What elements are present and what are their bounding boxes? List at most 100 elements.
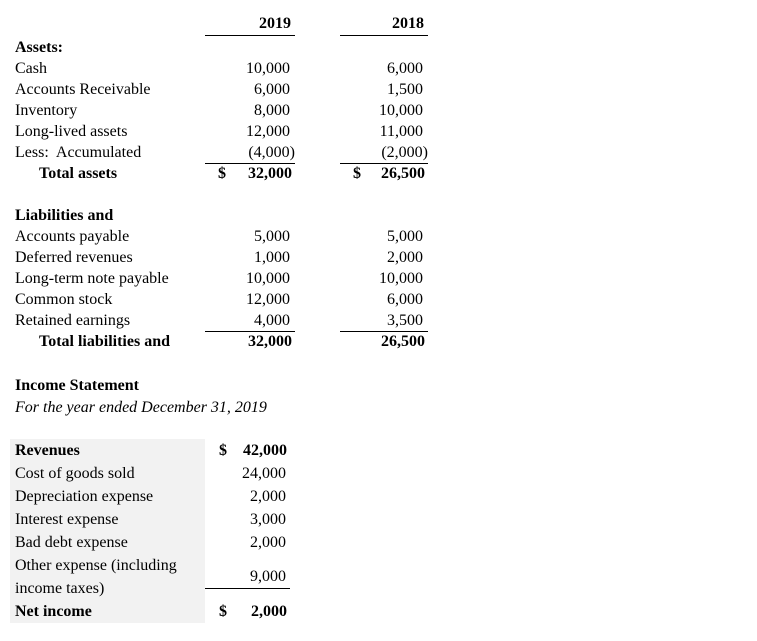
row-label: Total assets [39, 165, 118, 182]
row-label: Long-term note payable [15, 270, 169, 287]
table-row-long-term-note-payable: Long-term note payable 10,000 10,000 [0, 269, 757, 290]
table-row-inventory: Inventory 8,000 10,000 [0, 101, 757, 122]
row-value: 2,000 [250, 534, 286, 551]
row-label: Deferred revenues [15, 249, 133, 266]
column-spacer [295, 290, 340, 311]
value-2019: $ 32,000 [205, 164, 295, 185]
table-row-cost-of-goods-sold: Cost of goods sold 24,000 [10, 462, 430, 485]
table-row-retained-earnings: Retained earnings 4,000 3,500 [0, 311, 757, 332]
row-label: Retained earnings [15, 312, 131, 329]
row-value: $ 42,000 [205, 439, 290, 462]
income-statement: Income Statement For the year ended Dece… [0, 375, 757, 623]
row-label: Long-lived assets [15, 123, 128, 140]
value-2018: $ 26,500 [340, 164, 428, 185]
amount: 42,000 [243, 442, 287, 459]
row-value: 2,000 [250, 488, 286, 505]
table-row-net-income: Net income $ 2,000 [10, 600, 430, 623]
table-row-interest-expense: Interest expense 3,000 [10, 508, 430, 531]
column-spacer [295, 143, 340, 164]
amount: 26,500 [381, 165, 425, 182]
table-row-accumulated-depreciation: Less: Accumulated (4,000) (2,000) [0, 143, 757, 164]
column-spacer [295, 80, 340, 101]
table-row-deferred-revenues: Deferred revenues 1,000 2,000 [0, 248, 757, 269]
row-label: Accounts payable [15, 228, 130, 245]
column-header-2019: 2019 [205, 14, 295, 36]
value-2018: 26,500 [381, 333, 425, 350]
column-spacer [295, 311, 340, 332]
assets-section-header: Assets: [0, 38, 757, 59]
income-statement-title: Income Statement [15, 377, 139, 394]
value-2019: 10,000 [246, 270, 290, 287]
value-2019: 32,000 [248, 333, 292, 350]
column-spacer [295, 59, 340, 80]
table-row-revenues: Revenues $ 42,000 [10, 439, 430, 462]
value-2019: 8,000 [254, 102, 290, 119]
row-label: Depreciation expense [10, 485, 205, 508]
currency-symbol: $ [219, 442, 227, 459]
column-spacer [295, 332, 340, 353]
value-2019: 1,000 [254, 249, 290, 266]
blank-row [0, 185, 757, 206]
column-header-spacer [0, 14, 205, 36]
row-label: Cost of goods sold [10, 462, 205, 485]
row-value: 9,000 [205, 554, 290, 600]
liabilities-section-header: Liabilities and [0, 206, 757, 227]
table-row-total-assets: Total assets $ 32,000 $ 26,500 [0, 164, 757, 185]
value-2018: 3,500 [340, 311, 428, 332]
table-row-long-lived-assets: Long-lived assets 12,000 11,000 [0, 122, 757, 143]
column-header-2018: 2018 [340, 14, 428, 36]
row-label: Revenues [10, 439, 205, 462]
value-2018: 1,500 [387, 81, 423, 98]
value-2018: (2,000) [340, 143, 428, 164]
value-2019: 12,000 [246, 123, 290, 140]
table-row-common-stock: Common stock 12,000 6,000 [0, 290, 757, 311]
value-2018: 11,000 [379, 123, 423, 140]
section-label: Assets: [15, 39, 63, 56]
value-2018: 6,000 [387, 60, 423, 77]
column-header-row: 2019 2018 [0, 14, 757, 36]
value-2019: 4,000 [205, 311, 295, 332]
income-statement-period: For the year ended December 31, 2019 [15, 399, 267, 416]
table-row-accounts-payable: Accounts payable 5,000 5,000 [0, 227, 757, 248]
value-2018: 6,000 [387, 291, 423, 308]
column-spacer [295, 164, 340, 185]
amount-underlined: 9,000 [205, 566, 290, 589]
amount: 32,000 [248, 165, 292, 182]
currency-symbol: $ [218, 165, 226, 182]
value-2018: 10,000 [379, 270, 423, 287]
table-row-bad-debt-expense: Bad debt expense 2,000 [10, 531, 430, 554]
row-label: Common stock [15, 291, 113, 308]
value-2019: 12,000 [246, 291, 290, 308]
column-spacer [295, 14, 340, 36]
row-label: Inventory [15, 102, 78, 119]
row-label: Bad debt expense [10, 531, 205, 554]
value-2019: 6,000 [254, 81, 290, 98]
currency-symbol: $ [353, 165, 361, 182]
row-label: Less: Accumulated [15, 144, 142, 161]
row-label: Total liabilities and [39, 333, 170, 350]
value-2019: (4,000) [205, 143, 295, 164]
value-2018: 5,000 [387, 228, 423, 245]
row-value: 24,000 [242, 465, 286, 482]
column-spacer [295, 122, 340, 143]
row-label: Net income [10, 600, 205, 623]
value-2019: 10,000 [246, 60, 290, 77]
row-value: 3,000 [250, 511, 286, 528]
row-label: Interest expense [10, 508, 205, 531]
value-2018: 10,000 [379, 102, 423, 119]
value-2019: 5,000 [254, 228, 290, 245]
currency-symbol: $ [219, 603, 227, 620]
value-2018: 2,000 [387, 249, 423, 266]
table-row-cash: Cash 10,000 6,000 [0, 59, 757, 80]
table-row-depreciation-expense: Depreciation expense 2,000 [10, 485, 430, 508]
column-spacer [295, 269, 340, 290]
row-value: $ 2,000 [205, 600, 290, 623]
column-spacer [295, 101, 340, 122]
column-spacer [295, 227, 340, 248]
column-spacer [295, 248, 340, 269]
amount: 2,000 [251, 603, 287, 620]
table-row-total-liabilities: Total liabilities and 32,000 26,500 [0, 332, 757, 353]
balance-sheet: 2019 2018 Assets: Cash 10,000 6,000 Acco… [0, 14, 757, 353]
table-row-accounts-receivable: Accounts Receivable 6,000 1,500 [0, 80, 757, 101]
